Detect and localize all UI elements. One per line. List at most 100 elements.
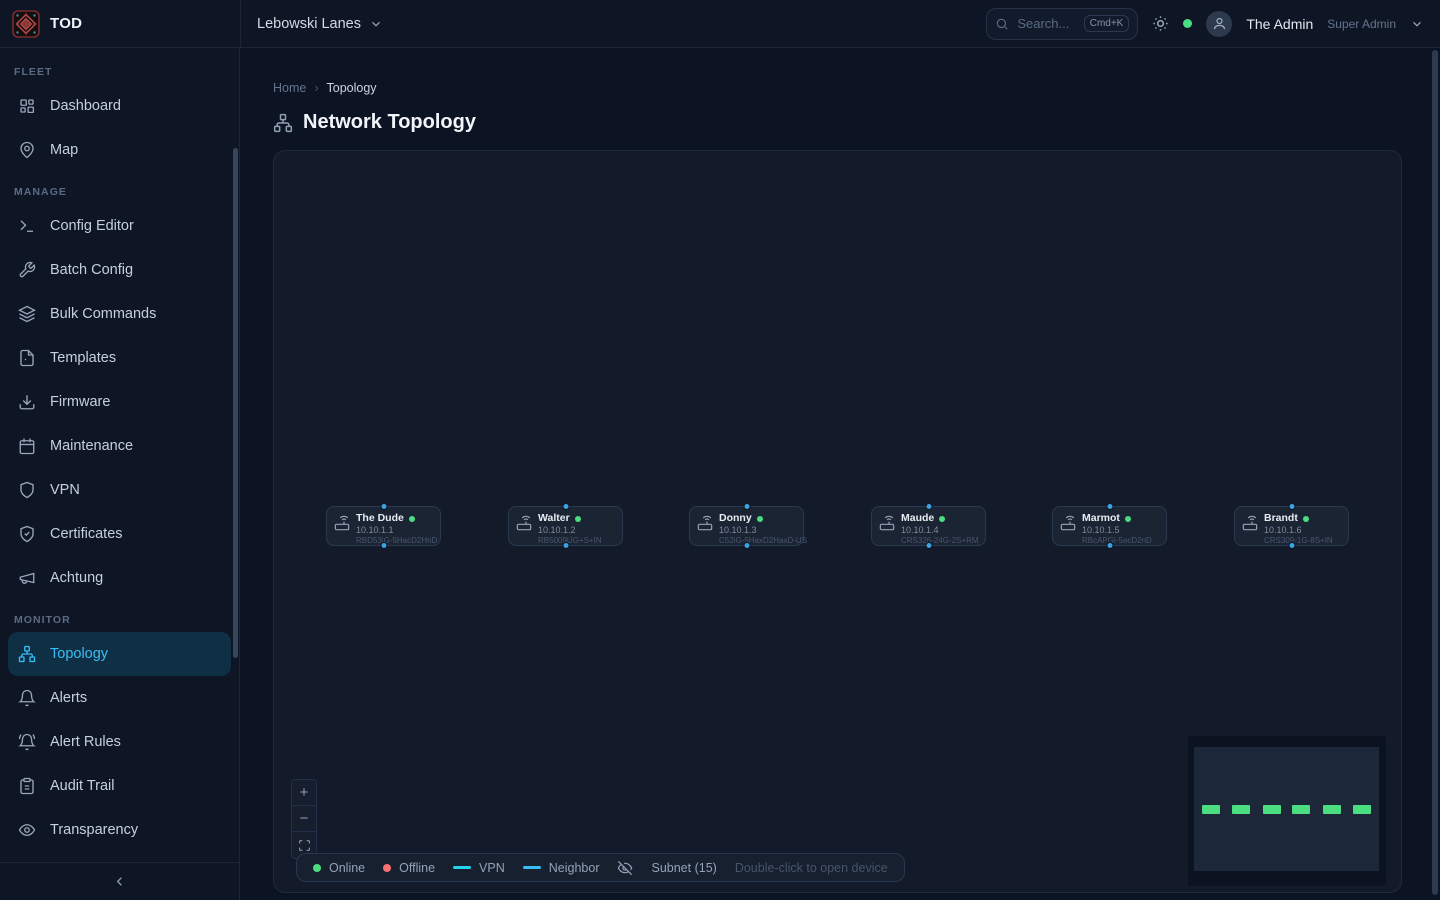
sidebar-item-label: Templates — [50, 350, 117, 366]
sidebar-item-map[interactable]: Map — [8, 128, 231, 172]
breadcrumb-home[interactable]: Home — [273, 81, 307, 95]
node-handle-top[interactable] — [1106, 503, 1113, 510]
org-switcher[interactable]: Lebowski Lanes — [257, 16, 383, 32]
node-text: Walter 10.10.1.2 RB5009UG+S+IN — [538, 512, 602, 545]
breadcrumb-current: Topology — [326, 81, 377, 95]
node-handle-bottom[interactable] — [562, 542, 569, 549]
user-avatar[interactable] — [1206, 10, 1233, 37]
shield-icon — [18, 481, 36, 499]
tod-logo-icon — [12, 9, 40, 38]
sidebar-item-config-editor[interactable]: Config Editor — [8, 204, 231, 248]
minimap-node-bar — [1263, 805, 1281, 814]
clipboard-list-icon — [18, 777, 36, 795]
sidebar-item-label: Audit Trail — [50, 778, 115, 794]
chevron-down-icon — [369, 17, 383, 31]
online-dot-icon — [313, 863, 321, 872]
sidebar-item-label: Dashboard — [50, 98, 121, 114]
theme-toggle-sun-icon[interactable] — [1152, 15, 1169, 32]
topology-canvas[interactable]: The Dude 10.10.1.1 RBD53iG-5HacD2HnD Wal… — [273, 150, 1402, 893]
breadcrumb: Home › Topology — [273, 81, 1440, 95]
node-online-dot — [574, 515, 581, 522]
breadcrumb-chevron-icon: › — [314, 81, 319, 95]
node-ip: 10.10.1.2 — [538, 525, 576, 536]
legend-vpn-label: VPN — [479, 860, 505, 875]
node-handle-top[interactable] — [743, 503, 750, 510]
node-handle-bottom[interactable] — [380, 542, 387, 549]
node-model: RBcAPGi-5acD2nD — [1082, 536, 1152, 546]
sidebar-scrollbar[interactable] — [233, 148, 238, 658]
download-icon — [18, 393, 36, 411]
node-handle-bottom[interactable] — [1288, 542, 1295, 549]
search-box[interactable]: Cmd+K — [986, 7, 1139, 40]
sidebar-item-label: Config Editor — [50, 218, 134, 234]
node-handle-bottom[interactable] — [743, 542, 750, 549]
zoom-in-button[interactable]: + — [292, 780, 316, 806]
node-handle-top[interactable] — [1288, 503, 1295, 510]
bell-icon — [18, 689, 36, 707]
node-online-dot — [939, 515, 946, 522]
bell-ring-icon — [18, 733, 36, 751]
node-ip: 10.10.1.6 — [1264, 525, 1302, 536]
node-text: Marmot 10.10.1.5 RBcAPGi-5acD2nD — [1082, 512, 1152, 545]
sidebar-item-transparency[interactable]: Transparency — [8, 808, 231, 852]
device-node-brandt[interactable]: Brandt 10.10.1.6 CRS309-1G-8S+IN — [1234, 503, 1349, 549]
sidebar-item-audit-trail[interactable]: Audit Trail — [8, 764, 231, 808]
shield-check-icon — [18, 525, 36, 543]
legend-online-label: Online — [329, 860, 366, 875]
router-icon — [334, 515, 350, 540]
node-name: Walter — [538, 512, 570, 524]
sidebar-item-bulk-commands[interactable]: Bulk Commands — [8, 292, 231, 336]
node-ip: 10.10.1.1 — [356, 525, 394, 536]
sidebar-item-maintenance[interactable]: Maintenance — [8, 424, 231, 468]
router-icon — [1060, 515, 1076, 540]
node-handle-top[interactable] — [925, 503, 932, 510]
sidebar-item-dashboard[interactable]: Dashboard — [8, 84, 231, 128]
toggle-visibility-button[interactable] — [617, 860, 633, 876]
sidebar-item-label: Firmware — [50, 394, 111, 410]
sidebar-item-achtung[interactable]: Achtung — [8, 556, 231, 600]
subnet-filter[interactable]: Subnet (15) — [651, 861, 716, 875]
sidebar-item-label: Alert Rules — [50, 734, 121, 750]
canvas-minimap[interactable] — [1188, 736, 1386, 886]
node-model: CRS326-24G-2S+RM — [901, 536, 979, 546]
device-node-donny[interactable]: Donny 10.10.1.3 C52iG-5HaxD2HaxD-US — [689, 503, 807, 549]
section-label-fleet: FLEET — [14, 66, 53, 78]
device-node-marmot[interactable]: Marmot 10.10.1.5 RBcAPGi-5acD2nD — [1052, 503, 1167, 549]
node-handle-bottom[interactable] — [1106, 542, 1113, 549]
sidebar-item-alerts[interactable]: Alerts — [8, 676, 231, 720]
node-handle-bottom[interactable] — [925, 542, 932, 549]
legend-neighbor: Neighbor — [522, 861, 599, 875]
user-menu-chevron-down-icon[interactable] — [1410, 17, 1424, 31]
sidebar-item-certificates[interactable]: Certificates — [8, 512, 231, 556]
zoom-out-button[interactable]: − — [292, 806, 316, 832]
legend-vpn: VPN — [453, 861, 505, 875]
sidebar-item-label: Bulk Commands — [50, 306, 157, 322]
device-node-maude[interactable]: Maude 10.10.1.4 CRS326-24G-2S+RM — [871, 503, 986, 549]
sidebar-item-batch-config[interactable]: Batch Config — [8, 248, 231, 292]
sidebar-item-templates[interactable]: Templates — [8, 336, 231, 380]
legend-hint: Double-click to open device — [734, 860, 888, 875]
node-online-dot — [1124, 515, 1131, 522]
sidebar-item-firmware[interactable]: Firmware — [8, 380, 231, 424]
subnet-filter-label: Subnet (15) — [651, 860, 717, 875]
search-icon — [995, 17, 1009, 31]
node-handle-top[interactable] — [562, 503, 569, 510]
sidebar-item-topology[interactable]: Topology — [8, 632, 231, 676]
sidebar-item-label: Map — [50, 142, 79, 158]
connection-status-indicator — [1183, 19, 1193, 28]
device-node-the-dude[interactable]: The Dude 10.10.1.1 RBD53iG-5HacD2HnD — [326, 503, 441, 549]
sidebar-item-label: Topology — [50, 646, 109, 662]
fit-view-button[interactable] — [292, 832, 316, 858]
search-input[interactable] — [1017, 16, 1076, 31]
node-handle-top[interactable] — [380, 503, 387, 510]
router-icon — [516, 515, 532, 540]
node-text: Brandt 10.10.1.6 CRS309-1G-8S+IN — [1264, 512, 1333, 545]
main-scrollbar[interactable] — [1432, 50, 1438, 895]
sidebar-item-label: Achtung — [50, 570, 104, 586]
device-node-walter[interactable]: Walter 10.10.1.2 RB5009UG+S+IN — [508, 503, 623, 549]
sidebar-collapse-button[interactable] — [0, 862, 239, 900]
sidebar-item-alert-rules[interactable]: Alert Rules — [8, 720, 231, 764]
map-pin-icon — [18, 141, 36, 159]
node-ip: 10.10.1.4 — [901, 525, 939, 536]
sidebar-item-vpn[interactable]: VPN — [8, 468, 231, 512]
